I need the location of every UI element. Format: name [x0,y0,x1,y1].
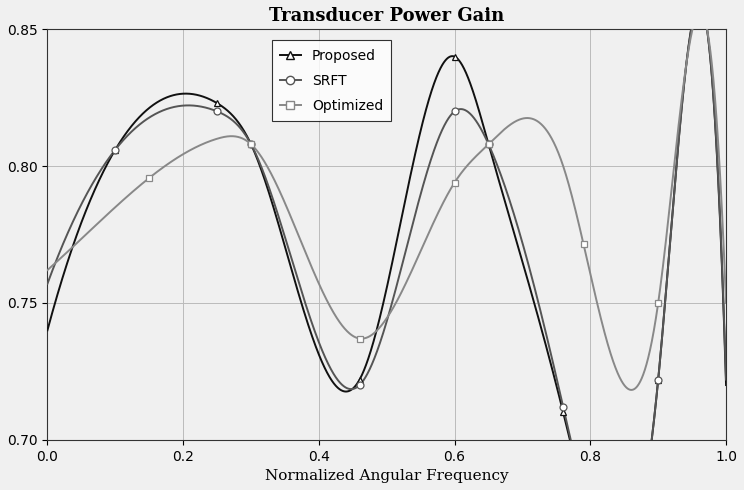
Title: Transducer Power Gain: Transducer Power Gain [269,7,504,25]
X-axis label: Normalized Angular Frequency: Normalized Angular Frequency [265,469,509,483]
Legend: Proposed, SRFT, Optimized: Proposed, SRFT, Optimized [272,40,391,121]
